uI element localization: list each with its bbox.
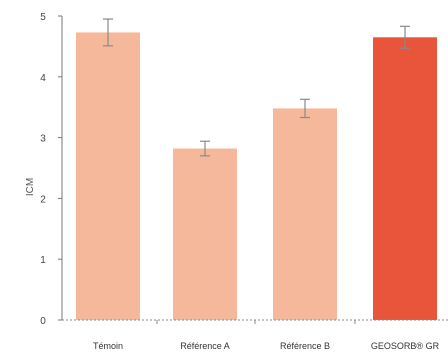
bars — [76, 18, 437, 320]
bar — [76, 32, 140, 320]
y-tick-label: 4 — [40, 73, 46, 84]
x-tick-label: Témoin — [93, 341, 123, 351]
y-tick-label: 3 — [40, 134, 46, 145]
x-tick-label: GEOSORB® GR — [371, 341, 440, 351]
bar — [173, 148, 237, 320]
x-axis: Témoin Référence A Référence B GEOSORB® GR — [62, 319, 448, 351]
bar — [373, 37, 437, 320]
y-axis-title: ICM — [25, 178, 36, 196]
y-tick-label: 5 — [40, 12, 46, 23]
bar — [273, 108, 337, 320]
y-tick-label: 2 — [40, 194, 46, 205]
y-axis: 0 1 2 3 4 5 — [40, 12, 63, 327]
y-tick-label: 1 — [40, 255, 46, 266]
y-tick-label: 0 — [40, 316, 46, 327]
x-tick-label: Référence A — [180, 341, 230, 351]
x-tick-label: Référence B — [280, 341, 330, 351]
